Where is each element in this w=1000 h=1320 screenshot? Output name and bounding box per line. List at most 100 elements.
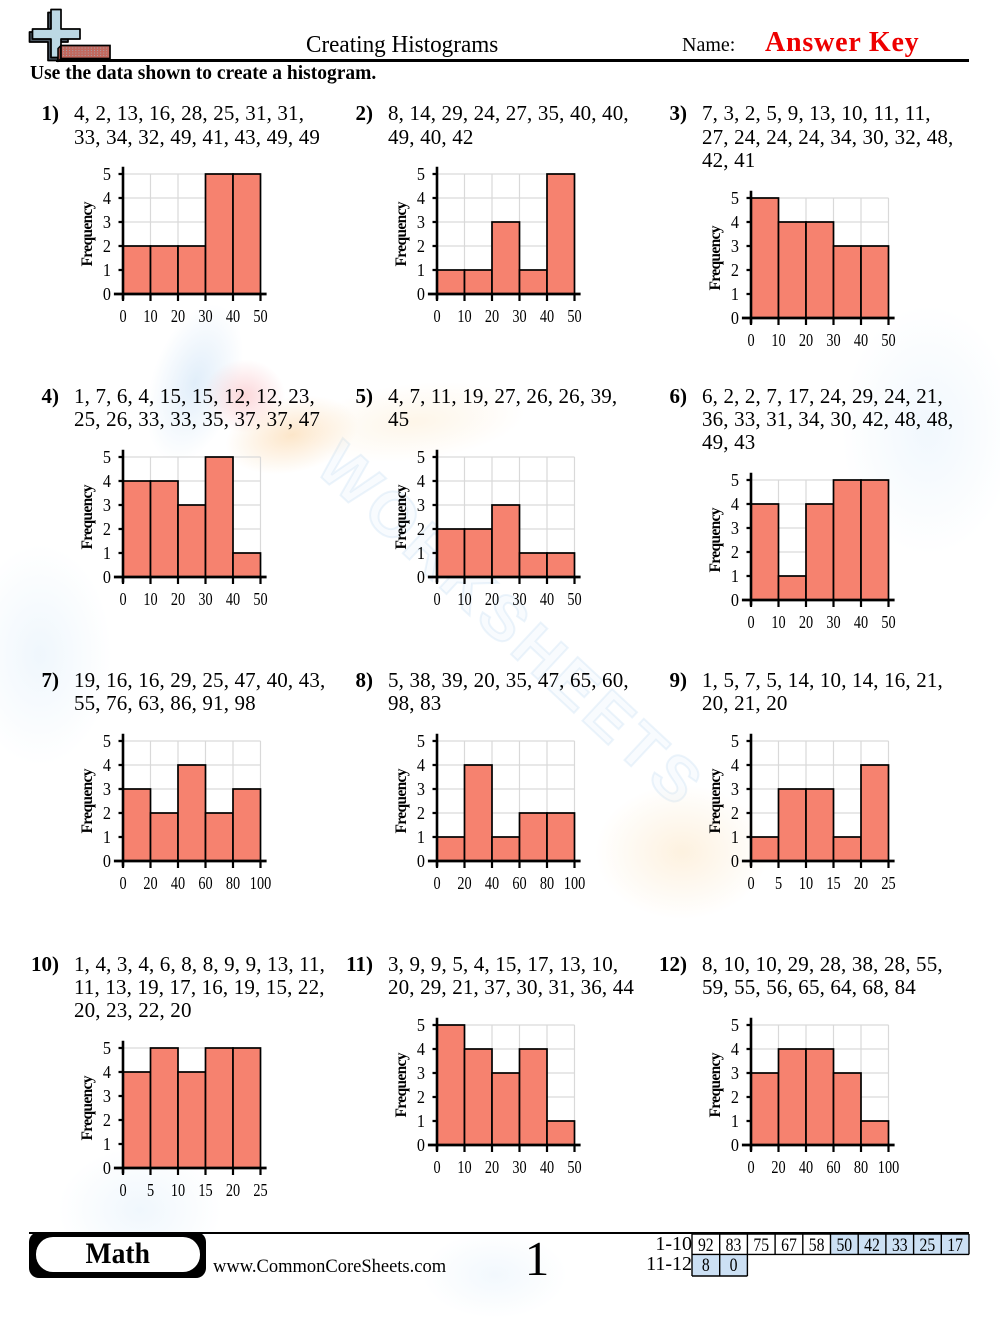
svg-text:50: 50 [568,306,582,327]
svg-text:0: 0 [730,1255,738,1275]
svg-text:40: 40 [171,872,185,893]
svg-text:20: 20 [799,329,813,350]
svg-text:0: 0 [748,872,755,893]
svg-text:10: 10 [458,1156,472,1177]
svg-text:4: 4 [731,494,740,514]
svg-text:5: 5 [731,188,739,208]
svg-text:0: 0 [731,590,739,610]
svg-text:10: 10 [772,329,786,350]
svg-text:4: 4 [417,471,426,491]
svg-text:5: 5 [417,1015,425,1035]
svg-text:58: 58 [809,1235,825,1255]
svg-text:5: 5 [731,1015,739,1035]
svg-text:15: 15 [199,1179,213,1200]
svg-text:50: 50 [568,1156,582,1177]
svg-text:4: 4 [417,189,426,209]
svg-text:80: 80 [540,872,554,893]
svg-text:92: 92 [698,1235,714,1255]
svg-text:2: 2 [103,1110,111,1130]
svg-text:10: 10 [144,588,158,609]
svg-text:10: 10 [458,588,472,609]
svg-text:0: 0 [120,1179,127,1200]
svg-text:20: 20 [485,306,499,327]
svg-text:20: 20 [485,588,499,609]
svg-text:0: 0 [434,588,441,609]
svg-text:0: 0 [120,588,127,609]
svg-text:3: 3 [103,213,111,233]
svg-text:1: 1 [417,827,425,847]
svg-text:20: 20 [854,872,868,893]
svg-text:5: 5 [417,447,425,467]
svg-text:60: 60 [827,1156,841,1177]
svg-text:2: 2 [417,1087,425,1107]
svg-text:83: 83 [726,1235,742,1255]
svg-text:0: 0 [731,851,739,871]
svg-text:40: 40 [226,306,240,327]
svg-text:2: 2 [417,237,425,257]
svg-text:3: 3 [103,779,111,799]
svg-text:50: 50 [254,588,268,609]
svg-text:30: 30 [513,306,527,327]
svg-text:20: 20 [171,306,185,327]
svg-text:1: 1 [103,1134,111,1154]
svg-text:2: 2 [417,803,425,823]
svg-text:33: 33 [892,1235,908,1255]
svg-text:30: 30 [199,306,213,327]
svg-text:3: 3 [417,495,425,515]
svg-text:20: 20 [772,1156,786,1177]
svg-text:5: 5 [147,1179,154,1200]
svg-text:4: 4 [731,755,740,775]
svg-text:20: 20 [799,611,813,632]
svg-text:Frequency: Frequency [707,1052,724,1117]
svg-text:0: 0 [417,285,425,305]
svg-text:4: 4 [731,1039,740,1059]
svg-text:30: 30 [199,588,213,609]
svg-text:42: 42 [864,1235,880,1255]
svg-text:1: 1 [731,1111,739,1131]
svg-text:100: 100 [564,872,585,893]
svg-text:2: 2 [731,260,739,280]
svg-text:0: 0 [103,285,111,305]
svg-text:100: 100 [250,872,271,893]
svg-text:60: 60 [199,872,213,893]
svg-text:4: 4 [417,1039,426,1059]
svg-text:25: 25 [920,1235,936,1255]
svg-text:5: 5 [103,165,111,185]
svg-text:0: 0 [103,567,111,587]
svg-text:0: 0 [434,872,441,893]
svg-text:4: 4 [103,755,112,775]
svg-text:80: 80 [226,872,240,893]
svg-text:Frequency: Frequency [707,507,724,572]
svg-text:0: 0 [417,851,425,871]
svg-text:0: 0 [731,1135,739,1155]
svg-text:Frequency: Frequency [707,768,724,833]
svg-text:1: 1 [103,543,111,563]
svg-text:Frequency: Frequency [393,202,410,267]
svg-text:0: 0 [120,306,127,327]
svg-text:5: 5 [731,470,739,490]
svg-text:Frequency: Frequency [79,1075,96,1140]
svg-text:60: 60 [513,872,527,893]
svg-text:2: 2 [103,803,111,823]
svg-text:Frequency: Frequency [393,484,410,549]
svg-text:5: 5 [103,1038,111,1058]
svg-text:Frequency: Frequency [393,768,410,833]
svg-text:3: 3 [103,1086,111,1106]
svg-text:25: 25 [882,872,896,893]
svg-text:8: 8 [702,1255,710,1275]
svg-text:17: 17 [947,1235,963,1255]
svg-text:Frequency: Frequency [79,484,96,549]
svg-text:40: 40 [540,588,554,609]
svg-text:40: 40 [540,1156,554,1177]
svg-text:0: 0 [103,851,111,871]
svg-text:2: 2 [103,519,111,539]
svg-text:30: 30 [513,588,527,609]
svg-text:5: 5 [731,731,739,751]
svg-text:20: 20 [485,1156,499,1177]
svg-text:40: 40 [854,611,868,632]
svg-text:1: 1 [731,284,739,304]
svg-text:5: 5 [103,731,111,751]
svg-text:3: 3 [417,1063,425,1083]
svg-text:0: 0 [434,306,441,327]
svg-text:10: 10 [458,306,472,327]
